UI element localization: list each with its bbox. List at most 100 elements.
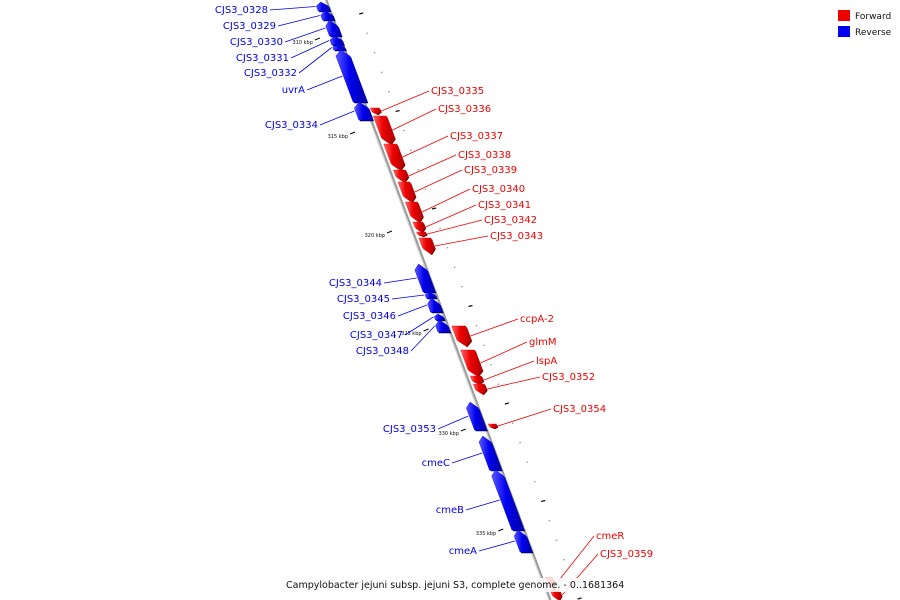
gene-leader-line	[421, 188, 471, 213]
gene-cmea[interactable]: cmeA	[449, 529, 534, 557]
gene-label[interactable]: CJS3_0348	[356, 346, 409, 357]
gene-arrow[interactable]	[416, 231, 427, 237]
gene-arrow[interactable]	[335, 49, 368, 103]
gene-cjs3-0341[interactable]: CJS3_0341	[412, 200, 531, 234]
gene-cjs3-0329[interactable]: CJS3_0329	[223, 10, 336, 32]
gene-cjs3-0330[interactable]: CJS3_0330	[230, 19, 343, 48]
gene-label[interactable]: CJS3_0338	[458, 150, 511, 161]
gene-arrow[interactable]	[325, 19, 342, 37]
gene-label[interactable]: CJS3_0341	[478, 200, 531, 211]
gene-arrow[interactable]	[316, 1, 331, 12]
gene-cjs3-0352[interactable]: CJS3_0352	[473, 372, 595, 396]
scale-tick	[504, 402, 509, 405]
gene-uvra[interactable]: uvrA	[282, 49, 369, 104]
gene-leader-line	[434, 235, 489, 247]
kbp-tick	[423, 328, 429, 332]
gene-arrow[interactable]	[329, 35, 345, 46]
gene-cjs3-0339[interactable]: CJS3_0339	[397, 165, 517, 204]
gene-label[interactable]: CJS3_0330	[230, 37, 283, 48]
gene-label[interactable]: CJS3_0345	[337, 294, 390, 305]
gene-label[interactable]: CJS3_0335	[431, 86, 484, 97]
gene-cjs3-0344[interactable]: CJS3_0344	[329, 263, 437, 294]
gene-arrow[interactable]	[354, 101, 374, 121]
gene-label[interactable]: CJS3_0344	[329, 278, 382, 289]
gene-label[interactable]: glmM	[529, 337, 557, 348]
gene-cmeb[interactable]: cmeB	[436, 469, 526, 532]
gene-glmm[interactable]: glmM	[460, 337, 557, 378]
gene-arrow[interactable]	[412, 221, 426, 233]
legend: Forward Reverse	[838, 10, 892, 38]
gene-cjs3-0346[interactable]: CJS3_0346	[343, 297, 444, 322]
gene-arrow[interactable]	[405, 201, 423, 223]
gene-cjs3-0336[interactable]: CJS3_0336	[373, 104, 491, 146]
gene-cjs3-0345[interactable]: CJS3_0345	[337, 291, 438, 305]
gene-cjs3-0338[interactable]: CJS3_0338	[393, 150, 511, 184]
gene-label[interactable]: CJS3_0339	[464, 165, 517, 176]
gene-arrow[interactable]	[320, 10, 335, 21]
gene-label[interactable]: lspA	[536, 356, 557, 367]
gene-label[interactable]: CJS3_0354	[553, 404, 606, 415]
gene-cjs3-0334[interactable]: CJS3_0334	[265, 101, 374, 131]
gene-label[interactable]: CJS3_0337	[450, 131, 503, 142]
gene-cjs3-0328[interactable]: CJS3_0328	[215, 1, 332, 16]
scale-tick	[526, 461, 529, 463]
gene-label[interactable]: CJS3_0353	[383, 424, 436, 435]
gene-cjs3-0331[interactable]: CJS3_0331	[236, 35, 345, 64]
gene-label[interactable]: cmeC	[422, 458, 450, 469]
gene-label[interactable]: CJS3_0329	[223, 21, 276, 32]
gene-arrow[interactable]	[470, 375, 484, 385]
gene-arrow[interactable]	[488, 423, 498, 429]
gene-lspa[interactable]: lspA	[470, 356, 557, 386]
gene-label[interactable]: CJS3_0352	[542, 372, 595, 383]
gene-cjs3-0347[interactable]: CJS3_0347	[350, 313, 446, 341]
gene-label[interactable]: cmeB	[436, 505, 464, 516]
gene-arrow[interactable]	[418, 237, 435, 255]
gene-arrow[interactable]	[513, 529, 533, 553]
gene-ccpa-2[interactable]: ccpA-2	[451, 314, 554, 348]
gene-arrow[interactable]	[427, 297, 443, 313]
gene-label[interactable]: CJS3_0347	[350, 330, 403, 341]
gene-cjs3-0359[interactable]: CJS3_0359	[549, 549, 653, 600]
genome-caption: Campylobacter jejuni subsp. jejuni S3, c…	[286, 580, 624, 591]
gene-cjs3-0354[interactable]: CJS3_0354	[488, 404, 606, 430]
gene-label[interactable]: CJS3_0328	[215, 5, 268, 16]
gene-cjs3-0348[interactable]: CJS3_0348	[356, 319, 452, 357]
gene-cjs3-0335[interactable]: CJS3_0335	[370, 86, 484, 116]
gene-label[interactable]: CJS3_0340	[472, 184, 525, 195]
gene-label[interactable]: CJS3_0346	[343, 311, 396, 322]
gene-label[interactable]: CJS3_0342	[484, 215, 537, 226]
gene-arrow[interactable]	[383, 143, 405, 171]
gene-arrow[interactable]	[397, 181, 416, 203]
scale-tick	[475, 325, 478, 327]
gene-label[interactable]: cmeR	[596, 531, 624, 542]
gene-cjs3-0343[interactable]: CJS3_0343	[418, 231, 543, 256]
gene-label[interactable]: CJS3_0343	[490, 231, 543, 242]
gene-arrow[interactable]	[460, 349, 483, 377]
gene-arrow[interactable]	[473, 383, 487, 395]
gene-leader-line	[269, 6, 316, 11]
gene-arrow[interactable]	[370, 107, 381, 115]
gene-cjs3-0340[interactable]: CJS3_0340	[405, 184, 525, 224]
gene-label[interactable]: CJS3_0331	[236, 53, 289, 64]
scale-tick	[497, 383, 500, 385]
gene-arrow[interactable]	[491, 469, 525, 531]
gene-label[interactable]: CJS3_0332	[244, 68, 297, 79]
gene-arrow[interactable]	[435, 319, 451, 333]
gene-label[interactable]: ccpA-2	[520, 314, 554, 325]
gene-label[interactable]: CJS3_0359	[600, 549, 653, 560]
gene-cjs3-0332[interactable]: CJS3_0332	[244, 44, 347, 79]
gene-label[interactable]: uvrA	[282, 85, 305, 96]
gene-label[interactable]: cmeA	[449, 546, 477, 557]
gene-arrow[interactable]	[466, 401, 487, 431]
gene-arrow[interactable]	[433, 313, 445, 321]
gene-cjs3-0342[interactable]: CJS3_0342	[416, 215, 537, 238]
scale-ticks: 310 kbp 315 kbp 320 kbp 325 kbp 330 kbp 335 k…	[293, 12, 582, 600]
gene-label[interactable]: CJS3_0334	[265, 120, 318, 131]
gene-arrow[interactable]	[332, 44, 346, 51]
gene-cjs3-0353[interactable]: CJS3_0353	[383, 401, 488, 435]
gene-arrow[interactable]	[393, 169, 409, 183]
gene-arrow[interactable]	[373, 115, 395, 145]
gene-label[interactable]: CJS3_0336	[438, 104, 491, 115]
gene-arrow[interactable]	[451, 325, 472, 347]
gene-cjs3-0337[interactable]: CJS3_0337	[383, 131, 503, 172]
